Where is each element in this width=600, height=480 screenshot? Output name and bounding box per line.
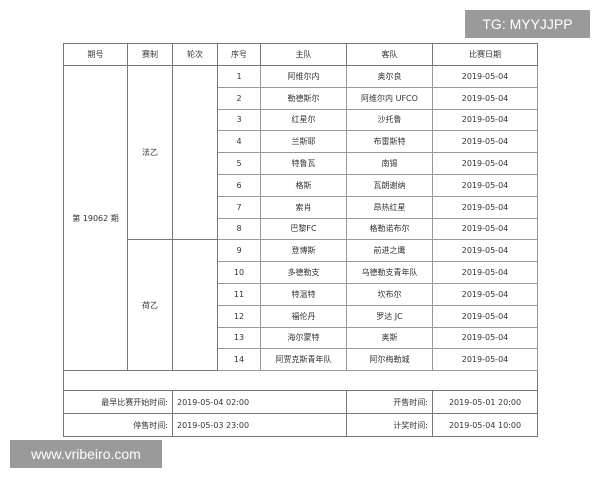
- calc-label: 计奖时间:: [346, 413, 433, 438]
- home-team-cell: 登博斯: [260, 239, 347, 263]
- home-team-cell: 兰斯耶: [260, 130, 347, 154]
- home-team-cell: 索肖: [260, 195, 347, 219]
- no-cell: 10: [217, 261, 261, 284]
- home-team-cell: 阿贾克斯青年队: [260, 348, 347, 372]
- header-date: 比赛日期: [432, 43, 538, 66]
- tg-watermark: TG: MYYJJPP: [465, 10, 590, 38]
- match-schedule-table: 期号 赛制 轮次 序号 主队 客队 比赛日期 第 19062 期法乙 1 阿维尔内奥…: [63, 43, 538, 438]
- table-row: 荷乙 9 登博斯 前进之鹰 2019-05-04: [64, 239, 538, 372]
- table-row: 10 多德勒支 乌德勒支青年队 2019-05-04: [64, 261, 538, 284]
- no-cell: 12: [217, 304, 261, 328]
- home-team-cell: 巴黎FC: [260, 217, 347, 241]
- first-start-label: 最早比赛开始时间:: [63, 390, 173, 415]
- table-row: 6 格斯 瓦朗谢纳 2019-05-04: [64, 173, 538, 197]
- round-cell: [172, 64, 218, 241]
- stop-label: 停售时间:: [63, 413, 173, 438]
- calc-value: 2019-05-04 10:00: [432, 413, 538, 438]
- table-row: 4 兰斯耶 布雷斯特 2019-05-04: [64, 130, 538, 154]
- home-team-cell: 多德勒支: [260, 261, 347, 284]
- home-team-cell: 福伦丹: [260, 304, 347, 328]
- date-cell: 2019-05-04: [432, 65, 538, 88]
- away-team-cell: 奥斯: [346, 326, 433, 350]
- no-cell: 1: [217, 65, 261, 88]
- open-value: 2019-05-01 20:00: [432, 390, 538, 415]
- no-cell: 8: [217, 217, 261, 241]
- date-cell: 2019-05-04: [432, 217, 538, 241]
- table-row: 12 福伦丹 罗达 JC 2019-05-04: [64, 304, 538, 328]
- blank-row: [63, 370, 538, 392]
- format-cell: 荷乙: [127, 239, 173, 372]
- header-home: 主队: [260, 43, 347, 66]
- no-cell: 3: [217, 108, 261, 132]
- home-team-cell: 特鲁瓦: [260, 152, 347, 175]
- date-cell: 2019-05-04: [432, 348, 538, 372]
- home-team-cell: 红星尔: [260, 108, 347, 132]
- date-cell: 2019-05-04: [432, 173, 538, 197]
- date-cell: 2019-05-04: [432, 326, 538, 350]
- format-cell: 法乙: [127, 64, 173, 241]
- date-cell: 2019-05-04: [432, 282, 538, 306]
- no-cell: 7: [217, 195, 261, 219]
- no-cell: 9: [217, 239, 261, 263]
- home-team-cell: 特温特: [260, 282, 347, 306]
- date-cell: 2019-05-04: [432, 239, 538, 263]
- no-cell: 2: [217, 86, 261, 110]
- home-team-cell: 阿维尔内: [260, 65, 347, 88]
- date-cell: 2019-05-04: [432, 152, 538, 175]
- header-round: 轮次: [172, 43, 218, 66]
- no-cell: 14: [217, 348, 261, 372]
- date-cell: 2019-05-04: [432, 261, 538, 284]
- away-team-cell: 罗达 JC: [346, 304, 433, 328]
- home-team-cell: 海尔蒙特: [260, 326, 347, 350]
- first-start-value: 2019-05-04 02:00: [172, 390, 347, 415]
- header-no: 序号: [217, 43, 261, 66]
- header-away: 客队: [346, 43, 433, 66]
- away-team-cell: 前进之鹰: [346, 239, 433, 263]
- away-team-cell: 坎布尔: [346, 282, 433, 306]
- no-cell: 6: [217, 173, 261, 197]
- away-team-cell: 乌德勒支青年队: [346, 261, 433, 284]
- table-row: 7 索肖 昂热红星 2019-05-04: [64, 195, 538, 219]
- date-cell: 2019-05-04: [432, 108, 538, 132]
- date-cell: 2019-05-04: [432, 195, 538, 219]
- round-cell: [172, 239, 218, 372]
- away-team-cell: 昂热红星: [346, 195, 433, 219]
- table-row: 2 勒德斯尔 阿维尔内 UFCO 2019-05-04: [64, 86, 538, 110]
- open-label: 开售时间:: [346, 390, 433, 415]
- away-team-cell: 格勒诺布尔: [346, 217, 433, 241]
- table-row: 14 阿贾克斯青年队 阿尔梅勒城 2019-05-04: [64, 348, 538, 372]
- away-team-cell: 南锡: [346, 152, 433, 175]
- away-team-cell: 阿维尔内 UFCO: [346, 86, 433, 110]
- date-cell: 2019-05-04: [432, 304, 538, 328]
- away-team-cell: 布雷斯特: [346, 130, 433, 154]
- footer-row-1: 最早比赛开始时间: 2019-05-04 02:00 开售时间: 2019-05…: [63, 390, 538, 415]
- away-team-cell: 阿尔梅勒城: [346, 348, 433, 372]
- header-issue: 期号: [63, 43, 128, 66]
- away-team-cell: 沙托鲁: [346, 108, 433, 132]
- stop-value: 2019-05-03 23:00: [172, 413, 347, 438]
- home-team-cell: 勒德斯尔: [260, 86, 347, 110]
- date-cell: 2019-05-04: [432, 86, 538, 110]
- no-cell: 4: [217, 130, 261, 154]
- footer-row-2: 停售时间: 2019-05-03 23:00 计奖时间: 2019-05-04 …: [63, 413, 538, 438]
- table-row: 11 特温特 坎布尔 2019-05-04: [64, 282, 538, 306]
- no-cell: 13: [217, 326, 261, 350]
- no-cell: 5: [217, 152, 261, 175]
- header-format: 赛制: [127, 43, 173, 66]
- header-row: 期号 赛制 轮次 序号 主队 客队 比赛日期: [63, 43, 538, 66]
- away-team-cell: 奥尔良: [346, 65, 433, 88]
- issue-cell: 第 19062 期: [63, 64, 128, 372]
- date-cell: 2019-05-04: [432, 130, 538, 154]
- away-team-cell: 瓦朗谢纳: [346, 173, 433, 197]
- home-team-cell: 格斯: [260, 173, 347, 197]
- no-cell: 11: [217, 282, 261, 306]
- table-row: 第 19062 期法乙 1 阿维尔内 奥尔良 2019-05-04: [63, 64, 538, 372]
- site-watermark: www.vribeiro.com: [10, 440, 162, 468]
